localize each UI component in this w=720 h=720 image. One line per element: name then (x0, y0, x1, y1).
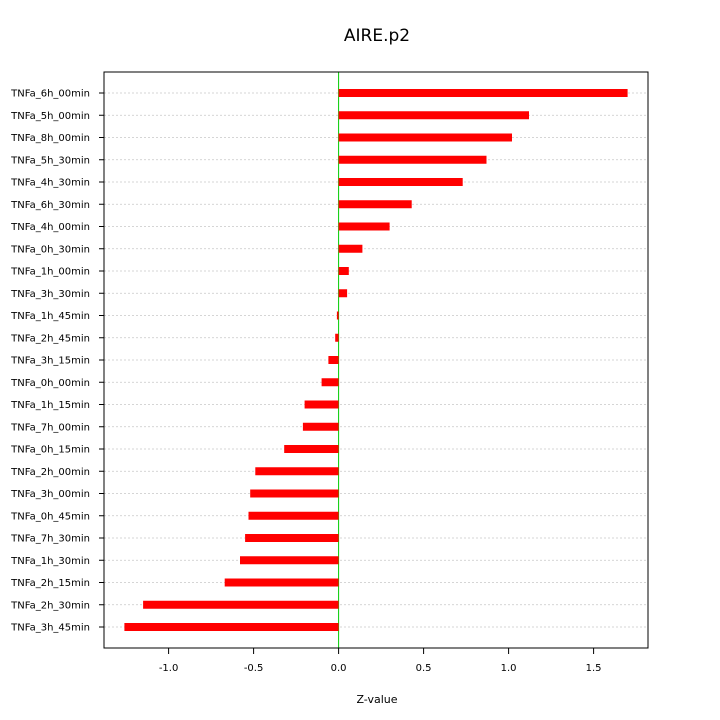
category-label: TNFa_2h_30min (10, 600, 90, 611)
bar (338, 200, 412, 209)
bar (338, 178, 463, 186)
bar (335, 333, 339, 342)
category-label: TNFa_5h_00min (10, 111, 90, 122)
category-label: TNFa_7h_30min (10, 534, 90, 545)
category-label: TNFa_2h_15min (10, 578, 90, 589)
category-label: TNFa_0h_00min (10, 378, 90, 389)
bar (338, 89, 628, 97)
bar (284, 445, 339, 453)
bar (143, 600, 339, 609)
category-label: TNFa_1h_45min (10, 311, 90, 322)
bar (302, 422, 339, 431)
bar (338, 244, 363, 253)
category-label: TNFa_3h_00min (10, 489, 90, 500)
category-label: TNFa_1h_30min (10, 556, 90, 567)
bar (248, 511, 339, 520)
bar (245, 534, 339, 542)
x-tick-label: -0.5 (244, 663, 264, 674)
bar (338, 267, 349, 275)
bar (240, 556, 339, 565)
category-label: TNFa_2h_45min (10, 333, 90, 344)
bars (124, 89, 628, 631)
category-label: TNFa_3h_45min (10, 623, 90, 634)
bar (338, 155, 487, 164)
category-label: TNFa_0h_15min (10, 445, 90, 456)
category-label: TNFa_4h_00min (10, 222, 90, 233)
category-label: TNFa_3h_15min (10, 356, 90, 367)
category-label: TNFa_4h_30min (10, 178, 90, 189)
x-axis: -1.0 -0.5 0.0 0.5 1.0 1.5 (159, 648, 602, 674)
category-label: TNFa_3h_30min (10, 289, 90, 300)
bar (338, 111, 529, 120)
category-labels: TNFa_6h_00min TNFa_5h_00min TNFa_8h_00min T… (10, 89, 104, 634)
bar (304, 400, 339, 409)
bar (224, 578, 339, 587)
x-axis-title: Z-value (356, 693, 397, 706)
bar (255, 467, 339, 476)
bar (328, 356, 339, 364)
category-label: TNFa_2h_00min (10, 467, 90, 478)
bar (124, 623, 339, 631)
bar (338, 222, 390, 231)
grid-lines (104, 92, 648, 628)
category-label: TNFa_6h_00min (10, 89, 90, 100)
bar (250, 489, 339, 498)
x-tick-label: 0.5 (416, 663, 432, 674)
x-tick-label: -1.0 (159, 663, 179, 674)
bar (338, 133, 512, 142)
category-label: TNFa_5h_30min (10, 155, 90, 166)
chart-title: AIRE.p2 (344, 26, 410, 46)
category-label: TNFa_0h_30min (10, 244, 90, 255)
category-label: TNFa_1h_15min (10, 400, 90, 411)
category-label: TNFa_6h_30min (10, 200, 90, 211)
x-tick-label: 0.0 (331, 663, 347, 674)
category-label: TNFa_0h_45min (10, 511, 90, 522)
bar (321, 378, 339, 387)
x-tick-label: 1.5 (586, 663, 602, 674)
bar (336, 311, 339, 320)
category-label: TNFa_8h_00min (10, 133, 90, 144)
category-label: TNFa_1h_00min (10, 267, 90, 278)
bar (338, 289, 348, 298)
category-label: TNFa_7h_00min (10, 422, 90, 433)
x-tick-label: 1.0 (501, 663, 517, 674)
